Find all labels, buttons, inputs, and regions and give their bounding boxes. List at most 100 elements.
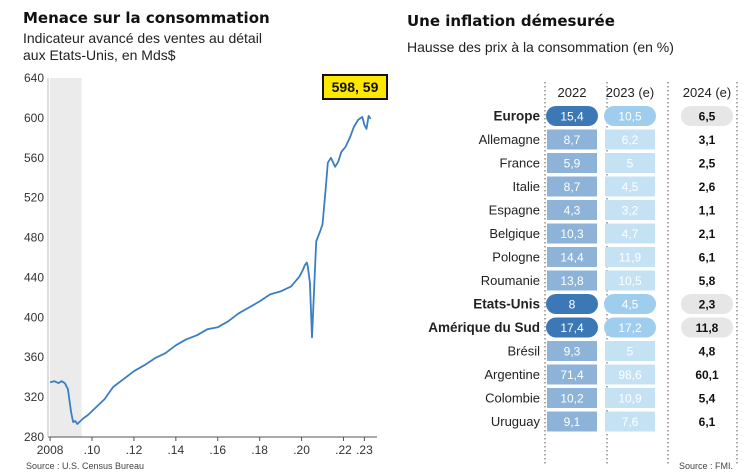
value-label: 10,5: [618, 274, 642, 288]
value-label: 7,6: [622, 415, 639, 429]
value-label: 71,4: [560, 368, 584, 382]
row-label: Etats-Unis: [473, 297, 540, 312]
value-label: 13,8: [560, 274, 584, 288]
value-cell: [547, 153, 597, 173]
y-tick-label: 360: [24, 350, 44, 364]
value-label: 4,5: [622, 298, 639, 312]
value-pill: [681, 294, 733, 314]
value-cell: [605, 388, 655, 408]
row-label: Roumanie: [481, 273, 540, 288]
value-pill: [546, 317, 598, 338]
inflation-table: 2022 2023 (e) 2024 (e) Europe 15,4 10,5 6,5 All…: [428, 82, 738, 466]
value-label: 3,2: [622, 204, 639, 218]
row-label: Belgique: [489, 226, 540, 241]
value-label: 10,3: [560, 227, 584, 241]
row-label: Pologne: [492, 250, 540, 265]
value-label: 1,1: [699, 204, 716, 218]
value-pill: [604, 317, 656, 338]
value-pill: [604, 294, 656, 314]
x-tick-label: .10: [84, 443, 101, 457]
value-cell: [605, 364, 655, 385]
left-chart-title: Menace sur la consommation: [23, 9, 270, 27]
value-label: 2,3: [699, 298, 716, 312]
value-label: 5,4: [699, 392, 716, 406]
value-label: 2,1: [699, 227, 716, 241]
row-label: Amérique du Sud: [428, 320, 540, 335]
value-label: 9,3: [564, 345, 581, 359]
value-cell: [605, 223, 655, 244]
right-table-subtitle: Hausse des prix à la consommation (en %): [407, 39, 674, 55]
value-pill: [681, 106, 733, 126]
y-tick-label: 640: [24, 71, 44, 85]
value-cell: [547, 411, 597, 432]
x-tick-label: .12: [126, 443, 143, 457]
value-label: 2,6: [699, 180, 716, 194]
value-cell: [547, 223, 597, 244]
x-tick-label: .16: [209, 443, 226, 457]
value-cell: [547, 129, 597, 150]
y-tick-label: 280: [24, 430, 44, 444]
value-label: 6,1: [699, 251, 716, 265]
y-tick-label: 480: [24, 231, 44, 245]
y-tick-label: 560: [24, 151, 44, 165]
left-chart-subtitle-line2: aux Etats-Unis, en Mds$: [23, 47, 176, 63]
value-label: 6,1: [699, 415, 716, 429]
value-cell: [547, 200, 597, 220]
value-label: 5: [627, 157, 634, 171]
value-label: 3,1: [699, 133, 716, 147]
value-label: 5,9: [564, 157, 581, 171]
value-label: 8,7: [564, 180, 581, 194]
value-label: 8,7: [564, 133, 581, 147]
y-tick-label: 320: [24, 390, 44, 404]
row-label: Europe: [493, 109, 540, 124]
value-label: 14,4: [560, 251, 584, 265]
x-tick-label: .18: [251, 443, 268, 457]
value-label: 5,8: [699, 274, 716, 288]
y-tick-label: 600: [24, 111, 44, 125]
value-cell: [547, 247, 597, 267]
row-label: Brésil: [507, 344, 540, 359]
value-label: 10,5: [618, 110, 642, 124]
value-label: 4,3: [564, 204, 581, 218]
value-cell: [547, 341, 597, 361]
value-cell: [547, 270, 597, 291]
value-label: 15,4: [560, 110, 584, 124]
value-label: 6,2: [622, 133, 639, 147]
value-label: 4,5: [622, 180, 639, 194]
value-label: 10,9: [618, 392, 642, 406]
value-label: 9,1: [564, 415, 581, 429]
value-label: 5: [627, 345, 634, 359]
y-tick-label: 400: [24, 310, 44, 324]
value-label: 4,7: [622, 227, 639, 241]
value-cell: [605, 200, 655, 220]
x-tick-label: .14: [167, 443, 184, 457]
value-pill: [546, 294, 598, 314]
x-tick-label: .22: [335, 443, 352, 457]
row-label: Argentine: [484, 367, 540, 382]
value-pill: [681, 317, 733, 338]
value-label: 6,5: [699, 110, 716, 124]
retail-sales-line: [49, 115, 372, 425]
latest-value-callout: 598, 59: [332, 79, 379, 95]
right-source: Source : FMI.: [679, 461, 734, 471]
value-label: 17,2: [618, 321, 642, 335]
x-tick-label: 2008: [37, 443, 64, 457]
value-cell: [547, 364, 597, 385]
value-cell: [605, 176, 655, 197]
value-label: 4,8: [699, 345, 716, 359]
right-table-title: Une inflation démesurée: [407, 12, 615, 30]
column-header: 2022: [558, 85, 587, 100]
row-label: Italie: [513, 179, 540, 194]
value-cell: [547, 176, 597, 197]
value-label: 8: [569, 298, 576, 312]
row-label: Colombie: [485, 391, 540, 406]
value-label: 98,6: [618, 368, 642, 382]
x-tick-label: .20: [293, 443, 310, 457]
row-label: Espagne: [489, 203, 540, 218]
y-tick-label: 440: [24, 270, 44, 284]
value-cell: [605, 247, 655, 267]
y-tick-label: 520: [24, 191, 44, 205]
recession-shade: [50, 78, 82, 437]
value-label: 11,9: [619, 251, 642, 265]
row-label: France: [500, 156, 540, 171]
